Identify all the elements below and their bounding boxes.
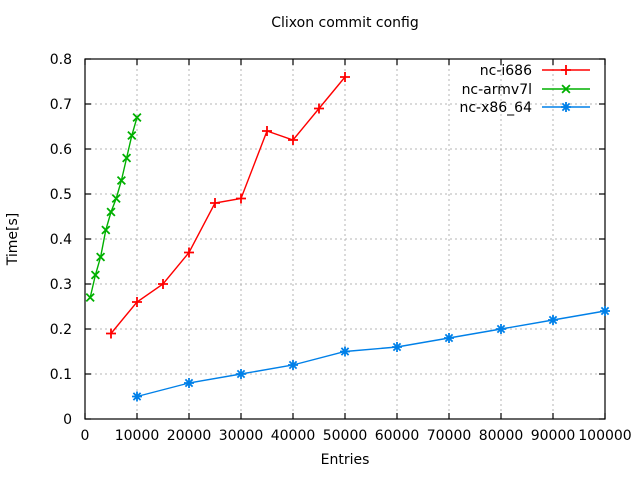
series-markers-cross — [85, 112, 142, 303]
legend-entry-nc-x86_64: nc-x86_64 — [459, 100, 590, 116]
legend-label: nc-x86_64 — [459, 100, 532, 116]
y-tick-label: 0.1 — [50, 367, 72, 383]
series-nc-armv7l — [85, 112, 142, 303]
x-tick-label: 50000 — [323, 428, 368, 444]
y-axis-label: Time[s] — [5, 212, 21, 266]
legend-sample-marker — [561, 65, 571, 75]
x-tick-label: 100000 — [578, 428, 631, 444]
legend-entry-nc-armv7l: nc-armv7l — [462, 82, 590, 98]
y-tick-label: 0.8 — [50, 52, 72, 68]
tick-labels: 0 10000 20000 30000 40000 50000 60000 70000 8000… — [50, 52, 632, 444]
series-markers-plus — [106, 72, 350, 339]
x-tick-label: 10000 — [115, 428, 160, 444]
y-tick-label: 0 — [63, 412, 72, 428]
y-tick-label: 0.5 — [50, 187, 72, 203]
chart-title: Clixon commit config — [271, 15, 419, 31]
y-tick-label: 0.4 — [50, 232, 72, 248]
legend-entry-nc-i686: nc-i686 — [480, 63, 590, 79]
x-tick-label: 90000 — [531, 428, 576, 444]
y-tick-label: 0.2 — [50, 322, 72, 338]
x-tick-label: 60000 — [375, 428, 420, 444]
legend-sample-marker — [561, 84, 571, 94]
series-nc-i686 — [106, 72, 350, 339]
legend-label: nc-i686 — [480, 63, 532, 79]
x-tick-label: 80000 — [479, 428, 524, 444]
legend: nc-i686 nc-armv7l nc-x86_64 — [459, 63, 590, 116]
series-nc-x86_64 — [132, 306, 610, 402]
x-tick-label: 20000 — [167, 428, 212, 444]
x-tick-label: 70000 — [427, 428, 472, 444]
y-tick-label: 0.6 — [50, 142, 72, 158]
x-tick-label: 40000 — [271, 428, 316, 444]
series-line — [89, 117, 138, 298]
y-tick-label: 0.7 — [50, 97, 72, 113]
grid-layer — [85, 58, 606, 419]
series-line — [110, 76, 346, 334]
series-markers-star — [132, 306, 610, 402]
x-tick-label: 0 — [81, 428, 90, 444]
x-axis-label: Entries — [320, 452, 370, 468]
legend-label: nc-armv7l — [462, 82, 532, 98]
y-tick-label: 0.3 — [50, 277, 72, 293]
plot-border — [84, 58, 606, 420]
x-tick-label: 30000 — [219, 428, 264, 444]
legend-sample-marker — [561, 102, 571, 112]
series-line — [136, 310, 606, 398]
